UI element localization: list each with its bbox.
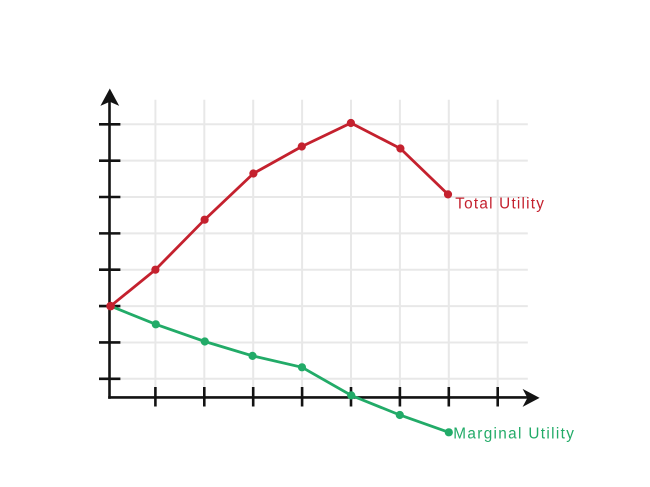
svg-text:Marginal Utility: Marginal Utility: [453, 426, 575, 443]
svg-text:Total Utility: Total Utility: [455, 196, 545, 213]
